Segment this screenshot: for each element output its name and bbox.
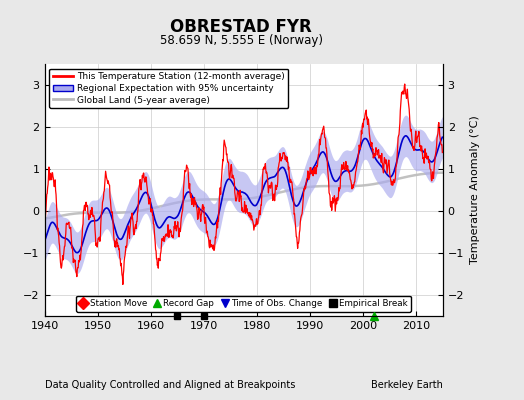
Text: OBRESTAD FYR: OBRESTAD FYR [170, 18, 312, 36]
Text: Berkeley Earth: Berkeley Earth [371, 380, 443, 390]
Text: Data Quality Controlled and Aligned at Breakpoints: Data Quality Controlled and Aligned at B… [45, 380, 295, 390]
Y-axis label: Temperature Anomaly (°C): Temperature Anomaly (°C) [470, 116, 479, 264]
Legend: Station Move, Record Gap, Time of Obs. Change, Empirical Break: Station Move, Record Gap, Time of Obs. C… [77, 296, 411, 312]
Text: 58.659 N, 5.555 E (Norway): 58.659 N, 5.555 E (Norway) [159, 34, 323, 47]
